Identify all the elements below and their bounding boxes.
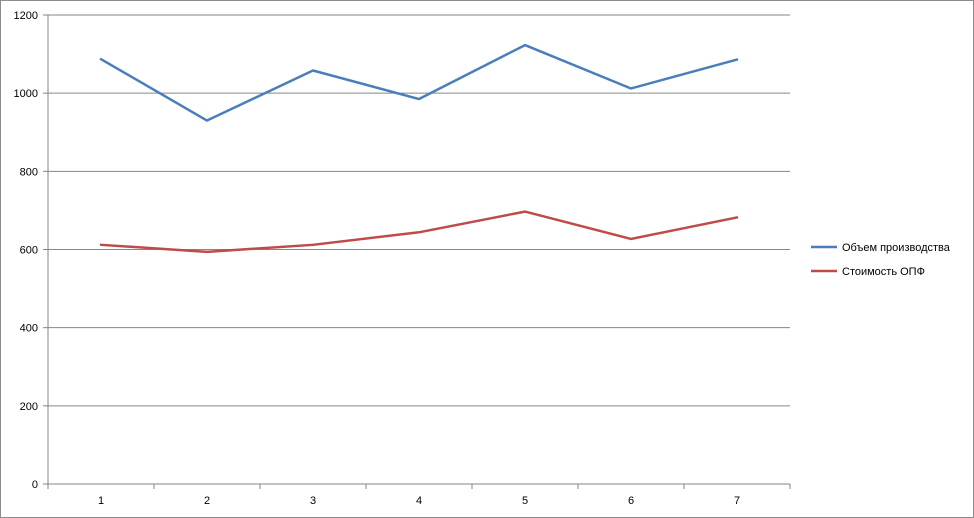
x-axis-tick-labels: 1 2 3 4 5 6 7 [98,495,740,507]
series-line-1 [99,210,739,254]
y-tick-label: 600 [20,245,38,257]
y-tick-label: 0 [32,479,38,491]
y-tick-label: 800 [20,166,38,178]
legend-label-0: Объем производства [842,242,951,254]
y-tick-label: 1000 [14,88,38,100]
y-axis-tick-labels: 0 200 400 600 800 1000 1200 [14,10,38,491]
gridlines [48,14,790,407]
x-tick-label: 6 [628,495,634,507]
legend-label-1: Стоимость ОПФ [842,266,925,278]
x-tick-label: 4 [416,495,422,507]
x-tick-label: 7 [734,495,740,507]
x-tick-label: 1 [98,495,104,507]
y-tick-label: 400 [20,323,38,335]
axes [43,14,791,489]
legend: Объем производства Стоимость ОПФ [811,242,951,278]
series-line-0 [99,43,739,122]
series-lines [99,43,739,254]
x-tick-label: 2 [204,495,210,507]
y-tick-label: 200 [20,401,38,413]
x-tick-label: 3 [310,495,316,507]
y-tick-label: 1200 [14,10,38,22]
x-tick-label: 5 [522,495,528,507]
